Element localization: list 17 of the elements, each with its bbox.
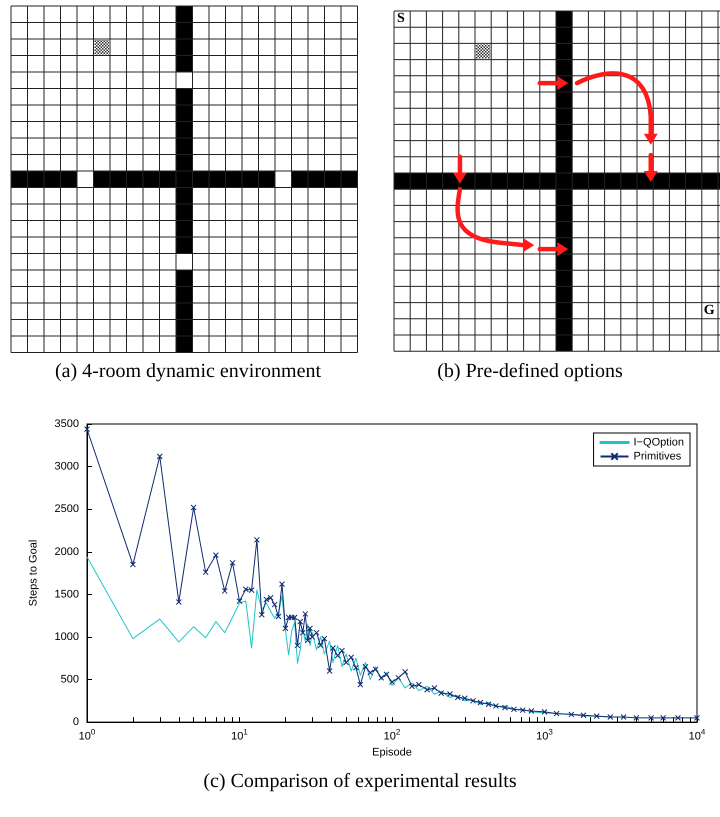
y-tick-label: 3000 bbox=[54, 460, 79, 473]
y-axis-title: Steps to Goal bbox=[28, 540, 40, 606]
text: (a) 4-room dynamic environment bbox=[54, 360, 322, 383]
text: (b) Pre-defined options bbox=[437, 360, 623, 383]
y-tick-label: 2000 bbox=[54, 546, 79, 558]
legend-label: Primitives bbox=[634, 450, 682, 462]
y-tick-label: 1500 bbox=[54, 588, 79, 600]
legend-label: I−QOption bbox=[634, 436, 684, 448]
text: S bbox=[396, 11, 406, 26]
x-axis-title: Episode bbox=[372, 746, 412, 758]
y-tick-label: 500 bbox=[60, 674, 79, 686]
y-tick-label: 3500 bbox=[54, 418, 79, 430]
text: G bbox=[702, 302, 716, 318]
text: (c) Comparison of experimental results bbox=[203, 770, 517, 793]
y-tick-label: 2500 bbox=[54, 503, 79, 516]
y-tick-label: 1000 bbox=[54, 630, 79, 643]
y-tick-label: 0 bbox=[72, 716, 79, 728]
